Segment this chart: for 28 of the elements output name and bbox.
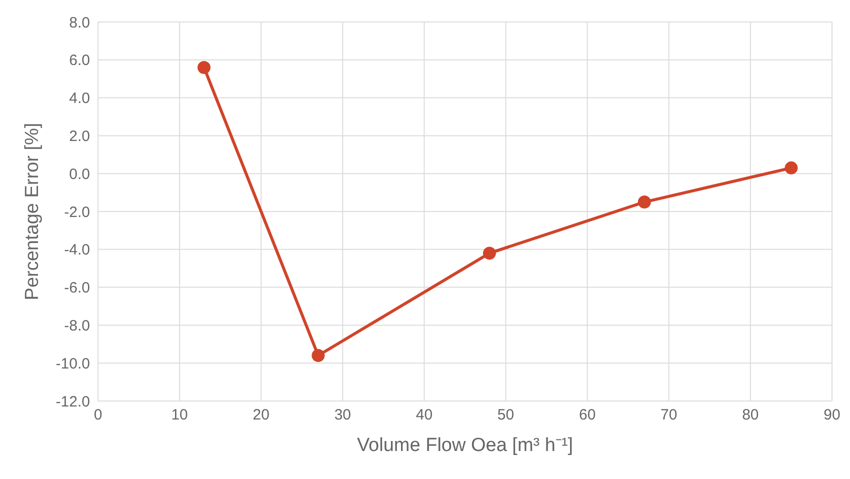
x-tick-label: 80: [742, 406, 759, 424]
y-tick-label: -12.0: [56, 393, 90, 410]
y-tick-label: 6.0: [69, 52, 90, 70]
x-axis-title: Volume Flow Oea [m³ h⁻¹]: [356, 435, 574, 456]
x-tick-label: 60: [578, 406, 596, 424]
y-axis-title: Percentage Error [%]: [22, 122, 42, 300]
point: [784, 161, 798, 174]
x-tick-label: 40: [416, 406, 433, 424]
y-tick-label: -8.0: [64, 318, 90, 335]
x-tick-label: 0: [94, 406, 102, 424]
x-tick-label: 90: [824, 406, 840, 424]
x-tick-label: 10: [171, 406, 188, 424]
y-tick-label: -10.0: [56, 355, 90, 372]
x-tick-label: 20: [252, 406, 270, 424]
x-tick-label: 30: [334, 406, 352, 424]
y-tick-label: 0.0: [69, 166, 90, 183]
y-tick-label: -6.0: [64, 280, 90, 297]
x-tick-label: 50: [497, 406, 514, 424]
y-tick-label: 4.0: [69, 90, 90, 108]
y-tick-label: -2.0: [64, 204, 90, 221]
y-tick-label: -4.0: [64, 242, 90, 259]
x-tick-label: 70: [660, 406, 678, 424]
point: [638, 196, 651, 209]
y-tick-label: 2.0: [69, 128, 90, 146]
point: [482, 246, 496, 260]
y-tick-label: 8.0: [69, 14, 90, 32]
point: [312, 349, 325, 362]
point: [198, 60, 211, 74]
